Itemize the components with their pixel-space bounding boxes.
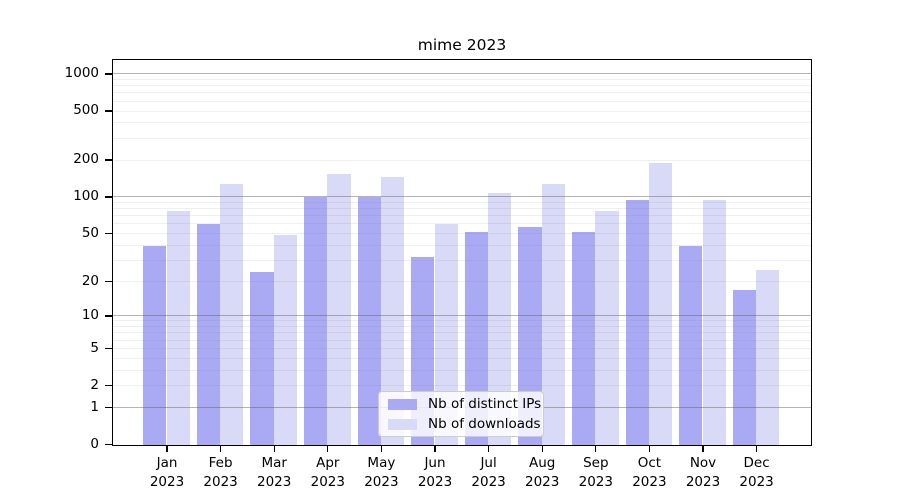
plot-area: Nb of distinct IPs Nb of downloads bbox=[112, 59, 812, 446]
y-tick-mark bbox=[105, 232, 112, 235]
bar-downloads-oct bbox=[648, 163, 673, 445]
bar-downloads-may bbox=[380, 176, 405, 445]
y-tick-mark bbox=[105, 406, 112, 408]
bar-downloads-apr bbox=[327, 174, 351, 445]
x-tick-label: Jun 2023 bbox=[417, 454, 453, 490]
y-tick-label: 100 bbox=[73, 188, 99, 205]
legend-row-downloads: Nb of downloads bbox=[388, 416, 541, 432]
bar-distinct-ips-dec bbox=[732, 289, 757, 445]
legend-swatch-downloads-icon bbox=[388, 418, 417, 430]
x-tick-mark bbox=[541, 446, 543, 452]
y-tick-label: 10 bbox=[81, 307, 99, 324]
y-tick-label: 20 bbox=[81, 272, 99, 289]
bar-downloads-jun bbox=[434, 223, 458, 445]
legend-label-distinct-ips: Nb of distinct IPs bbox=[428, 396, 542, 412]
y-tick-mark bbox=[105, 159, 112, 161]
y-tick-label: 5 bbox=[90, 339, 99, 356]
x-tick-mark bbox=[380, 446, 383, 452]
x-tick-mark bbox=[273, 446, 275, 452]
y-tick-label: 200 bbox=[73, 151, 99, 168]
y-tick-mark bbox=[105, 196, 112, 198]
x-tick-mark bbox=[648, 446, 651, 452]
x-tick-mark bbox=[756, 446, 758, 452]
x-tick-label: Sep 2023 bbox=[578, 454, 613, 490]
bar-distinct-ips-feb bbox=[196, 224, 221, 445]
y-tick-mark bbox=[105, 110, 112, 112]
legend-row-distinct-ips: Nb of distinct IPs bbox=[388, 396, 541, 412]
bars-layer bbox=[113, 60, 811, 445]
y-tick-label: 500 bbox=[73, 102, 99, 119]
bar-downloads-nov bbox=[702, 200, 726, 445]
x-tick-label: Nov 2023 bbox=[685, 454, 721, 490]
y-tick-label: 0 bbox=[90, 436, 99, 452]
x-tick-mark bbox=[166, 446, 168, 452]
y-tick-mark bbox=[105, 384, 112, 387]
y-tick-mark bbox=[105, 443, 112, 446]
y-tick-label: 1000 bbox=[64, 65, 99, 82]
bar-downloads-mar bbox=[273, 235, 298, 445]
y-tick-mark bbox=[105, 315, 112, 317]
x-tick-label: Oct 2023 bbox=[632, 454, 667, 490]
x-tick-mark bbox=[220, 446, 222, 452]
bar-distinct-ips-aug bbox=[518, 227, 542, 445]
bar-distinct-ips-nov bbox=[679, 245, 703, 445]
x-tick-mark bbox=[434, 446, 436, 452]
bar-distinct-ips-jan bbox=[143, 245, 167, 445]
y-tick-mark bbox=[105, 347, 112, 350]
x-tick-mark bbox=[488, 446, 490, 452]
bar-downloads-feb bbox=[220, 184, 244, 445]
bar-downloads-jan bbox=[166, 210, 190, 445]
bar-distinct-ips-mar bbox=[250, 272, 274, 445]
legend-label-downloads: Nb of downloads bbox=[428, 416, 541, 432]
legend-swatch-distinct-ips-icon bbox=[388, 398, 417, 410]
chart-title: mime 2023 bbox=[417, 36, 507, 54]
x-tick-mark bbox=[702, 446, 704, 452]
x-tick-mark bbox=[327, 446, 329, 452]
bar-downloads-dec bbox=[756, 270, 780, 445]
bar-distinct-ips-oct bbox=[625, 200, 649, 445]
bar-downloads-sep bbox=[595, 211, 619, 445]
legend: Nb of distinct IPs Nb of downloads bbox=[378, 391, 544, 437]
x-tick-label: Mar 2023 bbox=[257, 454, 292, 490]
x-tick-label: Apr 2023 bbox=[310, 454, 345, 490]
y-tick-label: 2 bbox=[90, 377, 99, 394]
bar-distinct-ips-apr bbox=[303, 197, 328, 445]
y-tick-label: 50 bbox=[81, 225, 99, 242]
x-tick-label: Aug 2023 bbox=[525, 454, 560, 490]
x-tick-label: Feb 2023 bbox=[203, 454, 238, 490]
bar-distinct-ips-may bbox=[357, 197, 381, 445]
bar-downloads-aug bbox=[541, 184, 566, 445]
x-tick-mark bbox=[595, 446, 597, 452]
bar-downloads-jul bbox=[488, 192, 512, 445]
x-tick-label: Jan 2023 bbox=[149, 454, 185, 490]
y-tick-label: 1 bbox=[90, 398, 99, 415]
y-tick-mark bbox=[105, 73, 112, 75]
bar-distinct-ips-sep bbox=[571, 232, 596, 445]
y-tick-mark bbox=[105, 280, 112, 282]
x-tick-label: Jul 2023 bbox=[471, 454, 506, 490]
x-tick-label: May 2023 bbox=[364, 454, 399, 490]
x-tick-label: Dec 2023 bbox=[739, 454, 774, 490]
